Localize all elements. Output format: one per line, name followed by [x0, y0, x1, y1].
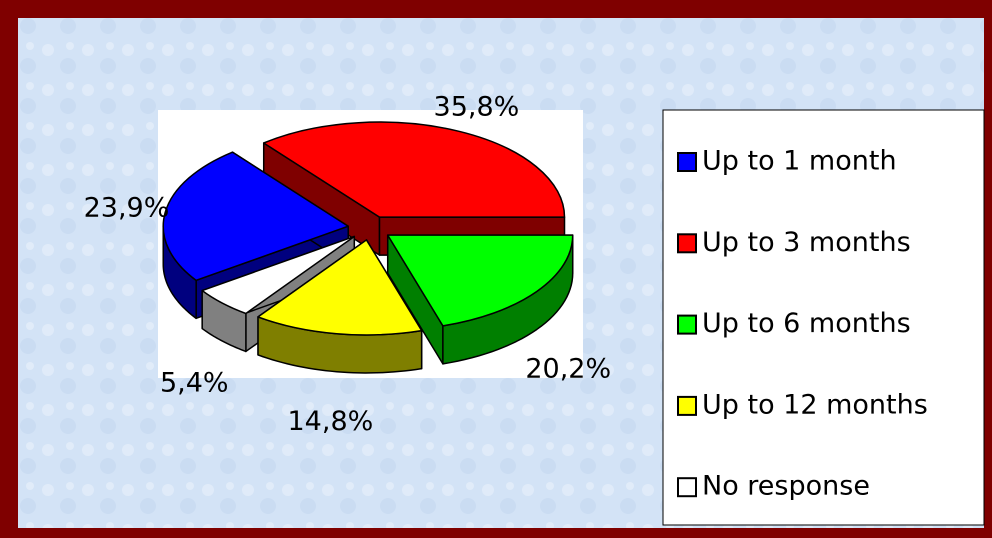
legend-swatch	[677, 395, 697, 416]
legend-swatch	[677, 314, 697, 335]
legend-swatch	[677, 233, 697, 254]
labels: 23,9% 35,8% 20,2% 14,8% 5,4%	[84, 92, 612, 437]
data-label: 20,2%	[525, 353, 611, 384]
slice	[386, 234, 574, 365]
slice-top	[262, 121, 566, 218]
legend: Up to 1 month Up to 3 months Up to 6 month…	[677, 146, 928, 502]
data-label: 5,4%	[160, 368, 229, 399]
pie	[162, 121, 574, 374]
slice-top	[162, 151, 349, 282]
legend-swatch	[677, 477, 697, 498]
slice-top	[257, 239, 423, 336]
legend-box	[662, 109, 985, 526]
slice	[257, 239, 423, 374]
legend-swatch	[677, 152, 697, 172]
data-label: 35,8%	[434, 92, 520, 123]
data-label: 23,9%	[84, 192, 170, 223]
legend-label: No response	[702, 471, 870, 502]
data-label: 14,8%	[288, 406, 374, 437]
legend-label: Up to 12 months	[702, 389, 928, 420]
slice-top	[201, 235, 356, 315]
slice-top	[386, 234, 574, 327]
legend-label: Up to 1 month	[702, 146, 897, 177]
legend-label: Up to 3 months	[702, 227, 911, 258]
legend-label: Up to 6 months	[702, 308, 911, 339]
